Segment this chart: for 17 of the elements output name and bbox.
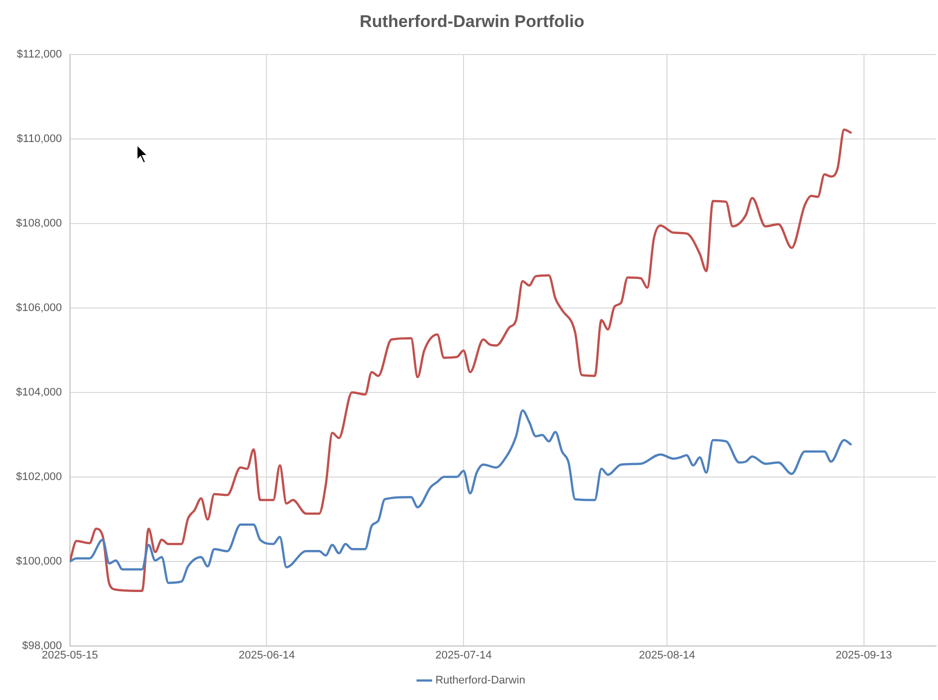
y-tick-label: $110,000 (16, 132, 62, 145)
y-tick-label: $98,000 (22, 640, 62, 652)
y-tick-label: $100,000 (16, 555, 62, 568)
x-tick-label: 2025-07-14 (435, 649, 492, 662)
x-tick-label: 2025-05-15 (42, 649, 98, 662)
y-tick-label: $108,000 (16, 217, 62, 230)
chart-title: Rutherford-Darwin Portfolio (360, 12, 584, 31)
x-tick-label: 2025-06-14 (238, 649, 295, 662)
y-tick-label: $102,000 (16, 470, 62, 483)
y-tick-label: $106,000 (16, 302, 62, 314)
line-series (70, 128, 852, 592)
legend-label: Rutherford-Darwin (435, 674, 526, 687)
x-tick-label: 2025-08-14 (638, 649, 696, 662)
line-series (70, 409, 852, 584)
y-tick-label: $104,000 (16, 386, 62, 398)
y-tick-label: $112,000 (16, 48, 62, 60)
x-tick-label: 2025-09-13 (836, 649, 892, 662)
